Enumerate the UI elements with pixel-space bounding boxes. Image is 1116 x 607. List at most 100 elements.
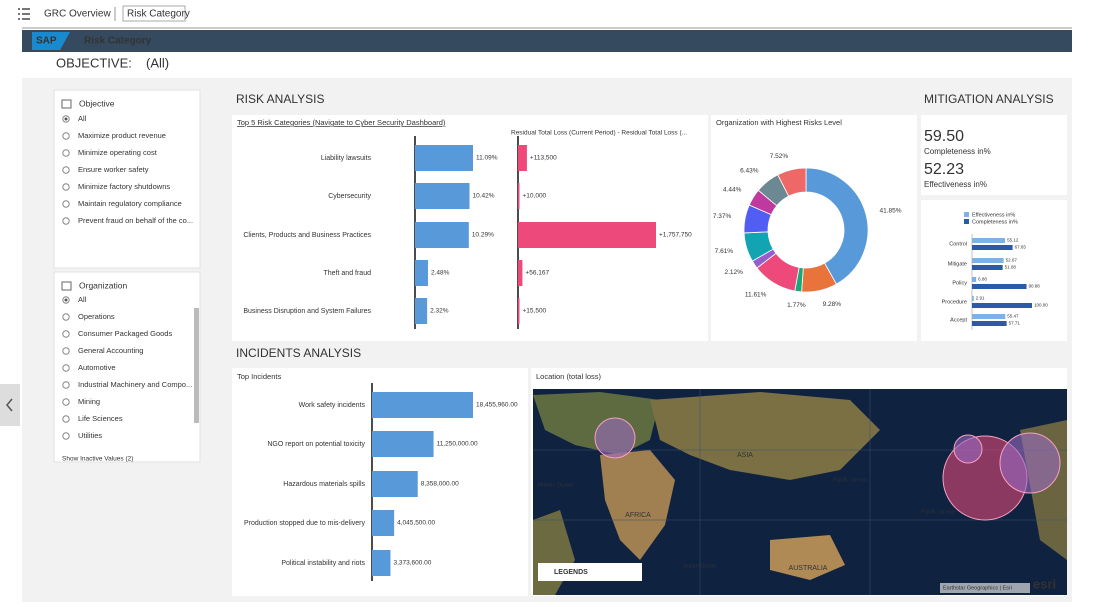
filter-option[interactable]: Prevent fraud on behalf of the co...: [78, 216, 193, 225]
category-label: Control: [949, 241, 967, 247]
radio[interactable]: [62, 166, 70, 174]
radio[interactable]: [62, 132, 70, 140]
bar[interactable]: [372, 392, 473, 418]
filter-option[interactable]: Consumer Packaged Goods: [78, 329, 172, 338]
category-label: Policy: [952, 280, 967, 286]
category-label: NGO report on potential toxicity: [267, 441, 365, 448]
radio[interactable]: [62, 217, 70, 225]
category-label: Production stopped due to mis-delivery: [244, 520, 366, 527]
value-label: 9.28%: [823, 301, 842, 308]
bar[interactable]: [518, 183, 520, 209]
filter-option[interactable]: Utilities: [78, 431, 102, 440]
chart-title: Residual Total Loss (Current Period) - R…: [511, 130, 687, 137]
radio[interactable]: [62, 347, 70, 355]
bar[interactable]: [972, 314, 1006, 319]
radio[interactable]: [62, 183, 70, 191]
filter-icon: [61, 281, 72, 291]
radio[interactable]: [62, 149, 70, 157]
collapse-tab[interactable]: [0, 384, 20, 426]
radio[interactable]: [62, 313, 70, 321]
map-bubble: [594, 417, 1061, 521]
value-label: 4.44%: [723, 187, 742, 194]
radio[interactable]: [62, 200, 70, 208]
link[interactable]: Show Inactive Values (2): [62, 456, 133, 463]
filter-option[interactable]: Maintain regulatory compliance: [78, 199, 182, 208]
filter-option[interactable]: Industrial Machinery and Compo...: [78, 380, 192, 389]
menu-icon[interactable]: [18, 8, 30, 20]
legend-button-label[interactable]: LEGENDS: [554, 569, 588, 576]
bar[interactable]: [415, 183, 470, 209]
filter-option[interactable]: Life Sciences: [78, 414, 123, 423]
bar[interactable]: [972, 265, 1003, 270]
filter-option[interactable]: Minimize operating cost: [78, 148, 158, 157]
bar[interactable]: [372, 431, 434, 457]
breadcrumb[interactable]: GRC Overview: [44, 9, 111, 20]
bar[interactable]: [415, 145, 473, 171]
bar[interactable]: [372, 550, 391, 576]
bar[interactable]: [415, 298, 428, 324]
value-label: 10.42%: [472, 193, 494, 200]
filter-option[interactable]: General Accounting: [78, 346, 143, 355]
bar[interactable]: [415, 260, 428, 286]
filter-option[interactable]: All: [78, 295, 87, 304]
donut-slice[interactable]: [805, 167, 869, 285]
category-label: Mitigate: [948, 261, 967, 267]
map-credit: Earthstar Geographics | Esri: [943, 585, 1012, 591]
bar[interactable]: [972, 258, 1004, 263]
donut-slice[interactable]: [777, 167, 807, 197]
bar[interactable]: [372, 510, 395, 536]
bar[interactable]: [972, 284, 1027, 289]
bar[interactable]: [972, 245, 1013, 250]
value-label: +56,167: [525, 270, 549, 277]
bar[interactable]: [518, 222, 656, 248]
category-label: Accept: [950, 317, 967, 323]
map-label: AUSTRALIA: [789, 565, 828, 572]
chart-title: Organization with Highest Risks Level: [716, 118, 842, 127]
value-label: 7.52%: [770, 153, 789, 160]
bar[interactable]: [518, 145, 527, 171]
value-label: 3,373,600.00: [393, 560, 431, 567]
bar[interactable]: [972, 296, 974, 301]
radio[interactable]: [62, 381, 70, 389]
value-label: 57.71: [1009, 321, 1021, 326]
bar[interactable]: [372, 471, 418, 497]
filter-option[interactable]: All: [78, 114, 87, 123]
bar[interactable]: [972, 303, 1032, 308]
filter-option[interactable]: Maximize product revenue: [78, 131, 166, 140]
filter-option[interactable]: Ensure worker safety: [78, 165, 149, 174]
radio[interactable]: [62, 330, 70, 338]
value-label: 7.61%: [715, 248, 734, 255]
map-label: Indian Ocean: [684, 563, 717, 569]
value-label: 67.65: [1015, 245, 1027, 250]
value-label: 51.08: [1005, 265, 1017, 270]
value-label: 6.88: [978, 277, 987, 282]
page-title: Risk Category: [84, 36, 152, 47]
bar[interactable]: [972, 321, 1007, 326]
bar[interactable]: [972, 238, 1006, 243]
radio[interactable]: [62, 398, 70, 406]
chart-title[interactable]: Top 5 Risk Categories (Navigate to Cyber…: [237, 118, 446, 127]
filter-option[interactable]: Mining: [78, 397, 100, 406]
value-label: 11,250,000.00: [437, 441, 478, 448]
filter-option[interactable]: Operations: [78, 312, 115, 321]
bar[interactable]: [415, 222, 469, 248]
category-label: Hazardous materials spills: [283, 481, 365, 488]
value-label: 100.00: [1034, 303, 1048, 308]
bar[interactable]: [518, 298, 520, 324]
filter-option[interactable]: Automotive: [78, 363, 116, 372]
value-label: +15,500: [523, 308, 547, 315]
radio[interactable]: [62, 432, 70, 440]
bar[interactable]: [518, 260, 523, 286]
radio[interactable]: [62, 364, 70, 372]
filter-title: Organization: [79, 280, 127, 290]
legend-button[interactable]: [538, 563, 642, 581]
value-label: 52.67: [1006, 258, 1018, 263]
radio[interactable]: [62, 415, 70, 423]
card: [921, 115, 1067, 195]
category-label: Liability lawsuits: [321, 155, 372, 162]
filter-option[interactable]: Minimize factory shutdowns: [78, 182, 170, 191]
value-label: 10.29%: [472, 232, 494, 239]
header-bar: [22, 30, 1072, 52]
chevron: [6, 398, 13, 412]
bar[interactable]: [972, 277, 977, 282]
